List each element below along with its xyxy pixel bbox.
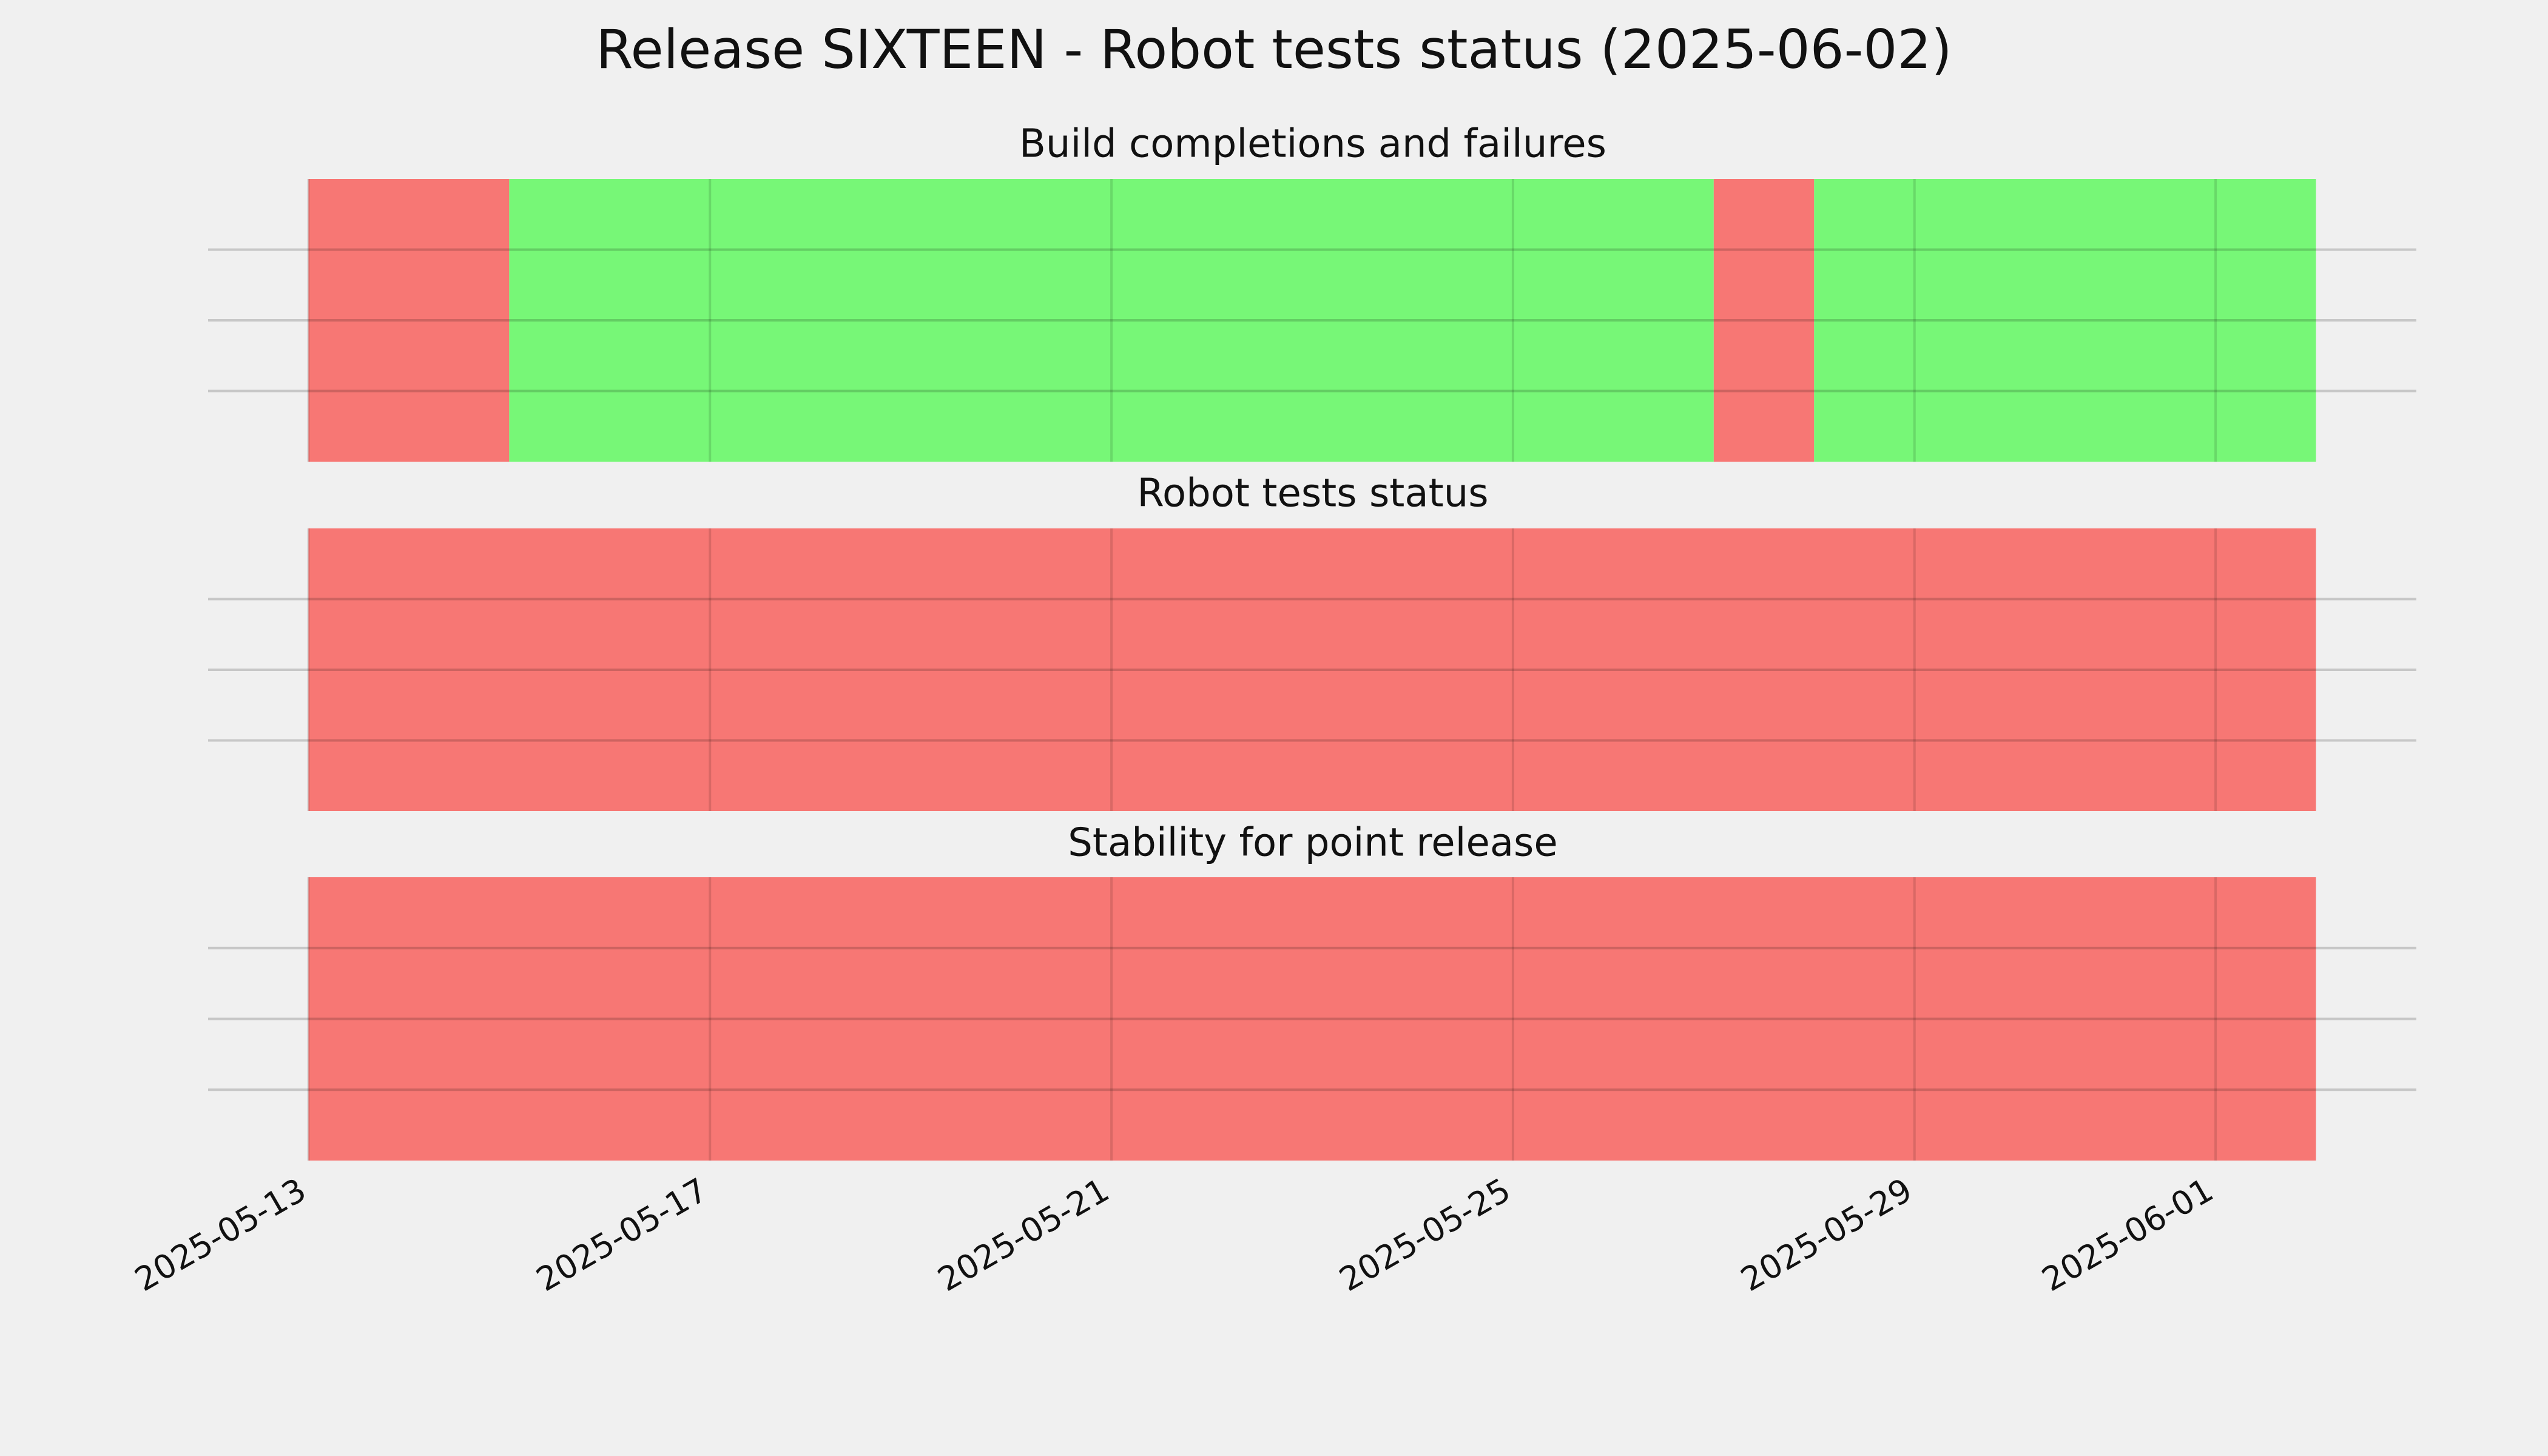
panel-title: Build completions and failures — [1019, 122, 1606, 167]
status-span — [308, 179, 510, 462]
panel-title: Stability for point release — [1068, 821, 1558, 866]
status-span — [308, 877, 2316, 1161]
status-span — [1814, 179, 2316, 462]
status-span — [1713, 179, 1815, 462]
panel-title: Robot tests status — [1137, 471, 1488, 516]
status-span — [509, 179, 1714, 462]
status-span — [308, 528, 2316, 811]
chart-title: Release SIXTEEN - Robot tests status (20… — [596, 18, 1952, 81]
